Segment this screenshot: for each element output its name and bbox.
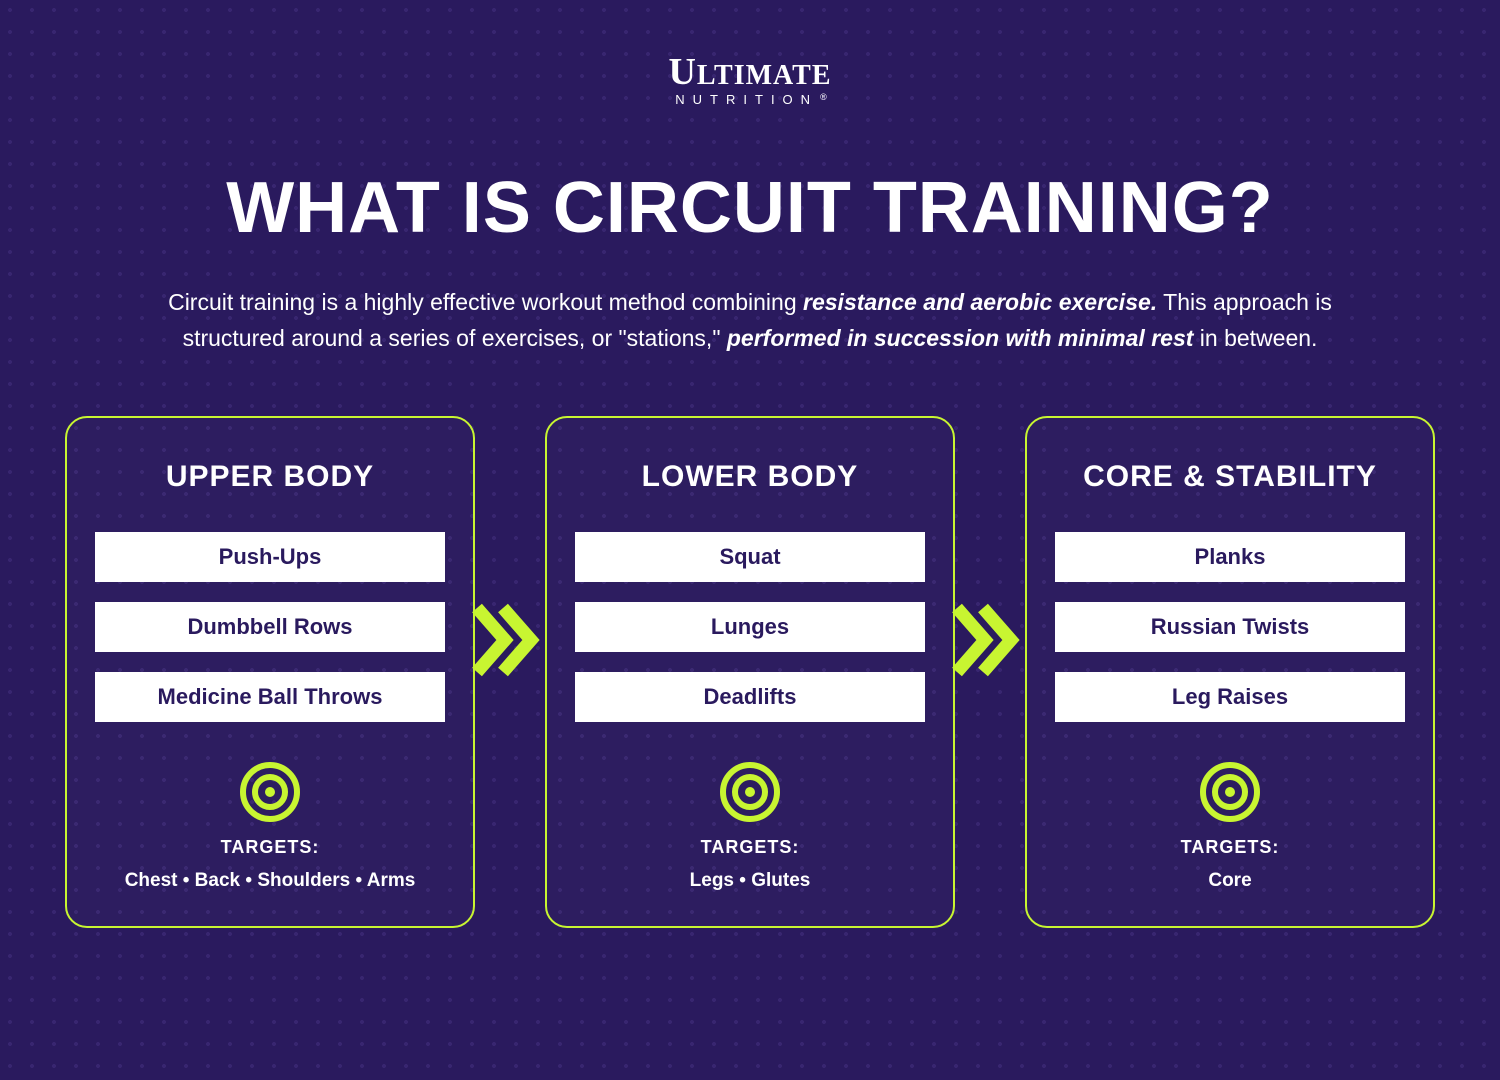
target-icon [720,762,780,822]
cards-row: UPPER BODY Push-Ups Dumbbell Rows Medicine … [70,416,1430,928]
exercise-item: Russian Twists [1055,602,1405,652]
card-title: CORE & STABILITY [1083,460,1377,494]
exercise-item: Deadlifts [575,672,925,722]
card-title: UPPER BODY [166,460,374,494]
exercise-item: Planks [1055,532,1405,582]
targets-label: TARGETS: [701,837,800,858]
targets-label: TARGETS: [221,837,320,858]
targets-list: Core [1208,870,1251,892]
chevron-right-icon [955,604,1025,676]
target-icon [240,762,300,822]
card-connector [475,384,545,896]
exercise-item: Leg Raises [1055,672,1405,722]
exercise-item: Lunges [575,602,925,652]
exercise-item: Push-Ups [95,532,445,582]
page-title: WHAT IS CIRCUIT TRAINING? [70,167,1430,249]
targets-label: TARGETS: [1181,837,1280,858]
logo-wordmark-bottom: NUTRITION [70,92,1430,107]
logo-wordmark-top: ULTIMATE [70,50,1430,94]
training-card: CORE & STABILITY Planks Russian Twists Leg … [1025,416,1435,928]
card-title: LOWER BODY [642,460,859,494]
target-icon [1200,762,1260,822]
targets-list: Chest • Back • Shoulders • Arms [125,870,416,892]
training-card: LOWER BODY Squat Lunges Deadlifts TARGETS: L… [545,416,955,928]
exercise-item: Squat [575,532,925,582]
targets-list: Legs • Glutes [690,870,811,892]
chevron-right-icon [475,604,545,676]
exercise-item: Dumbbell Rows [95,602,445,652]
brand-logo: ULTIMATE NUTRITION [70,50,1430,107]
training-card: UPPER BODY Push-Ups Dumbbell Rows Medicine … [65,416,475,928]
exercise-item: Medicine Ball Throws [95,672,445,722]
description-text: Circuit training is a highly effective w… [120,285,1380,356]
card-connector [955,384,1025,896]
